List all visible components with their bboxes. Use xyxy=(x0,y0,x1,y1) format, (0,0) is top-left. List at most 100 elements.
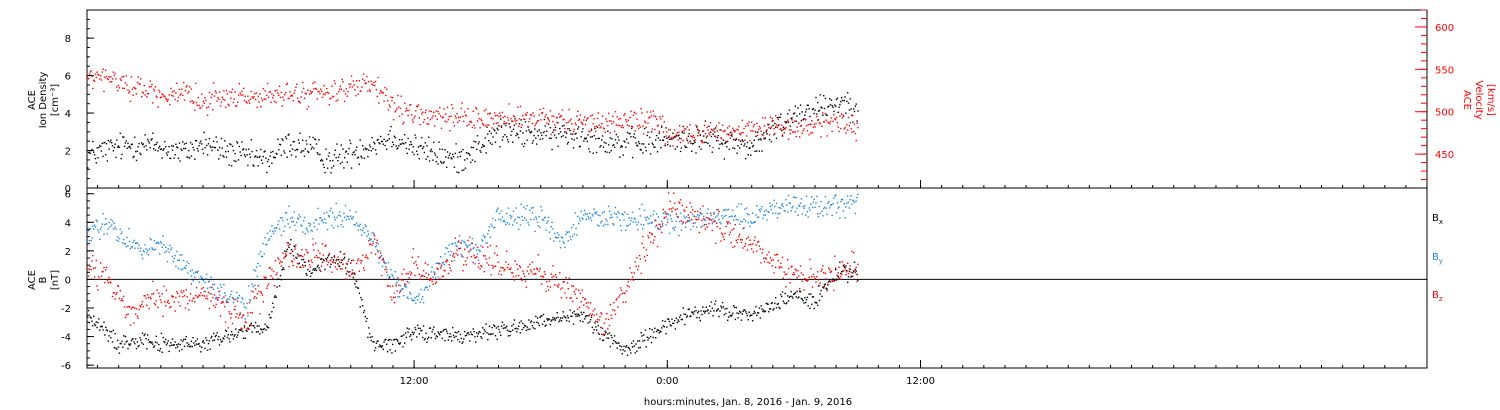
data-point xyxy=(100,275,103,277)
data-point xyxy=(319,153,321,156)
data-point xyxy=(759,138,761,140)
data-point xyxy=(645,126,647,129)
data-point xyxy=(670,218,672,220)
data-point xyxy=(425,272,427,274)
data-point xyxy=(678,320,680,323)
data-point xyxy=(260,251,262,253)
data-point xyxy=(799,290,801,292)
data-point xyxy=(312,244,314,246)
data-point xyxy=(317,264,319,266)
data-point xyxy=(435,262,438,265)
data-point xyxy=(830,117,833,119)
data-point xyxy=(620,289,623,291)
data-point xyxy=(530,130,533,133)
data-point xyxy=(528,121,530,123)
data-point xyxy=(689,202,691,204)
data-point xyxy=(544,216,546,218)
data-point xyxy=(769,262,771,264)
data-point xyxy=(583,119,585,121)
data-point xyxy=(116,86,118,88)
data-point xyxy=(257,331,259,333)
data-point xyxy=(233,160,235,162)
data-point xyxy=(437,268,439,271)
data-point xyxy=(384,144,386,147)
data-point xyxy=(856,280,858,283)
data-point xyxy=(212,305,215,307)
data-point xyxy=(257,285,259,287)
data-point xyxy=(827,202,829,204)
data-point xyxy=(594,322,596,324)
data-point xyxy=(424,262,426,264)
data-point xyxy=(181,254,183,256)
data-point xyxy=(419,124,421,126)
data-point xyxy=(760,208,762,210)
data-point xyxy=(503,324,505,326)
data-point xyxy=(446,259,449,261)
data-point xyxy=(142,92,145,94)
data-point xyxy=(202,286,205,289)
data-point xyxy=(804,205,806,207)
data-point xyxy=(265,244,267,246)
data-point xyxy=(823,121,825,123)
top-right-ylabel-line-1: ACE xyxy=(1461,90,1472,110)
data-point xyxy=(425,332,427,334)
data-point xyxy=(308,259,310,262)
data-point xyxy=(263,151,265,153)
data-point xyxy=(651,221,653,223)
data-point xyxy=(161,351,163,353)
data-point xyxy=(171,296,174,298)
data-point xyxy=(278,143,281,146)
data-point xyxy=(600,312,602,314)
data-point xyxy=(849,268,851,270)
data-point xyxy=(195,101,198,104)
data-point xyxy=(597,112,599,114)
data-point xyxy=(775,115,777,117)
data-point xyxy=(647,131,649,133)
data-point xyxy=(115,228,117,230)
data-point xyxy=(704,310,707,312)
data-point xyxy=(302,87,305,90)
data-point xyxy=(343,212,345,214)
data-point xyxy=(317,207,319,210)
data-point xyxy=(698,130,701,132)
data-point xyxy=(815,96,817,99)
data-point xyxy=(462,115,464,117)
data-point xyxy=(120,233,122,235)
data-point xyxy=(281,138,283,140)
data-point xyxy=(662,131,665,133)
data-point xyxy=(537,120,540,122)
data-point xyxy=(423,118,426,121)
data-point xyxy=(416,324,419,326)
data-point xyxy=(724,142,726,144)
data-point xyxy=(823,272,825,274)
data-point xyxy=(819,94,821,96)
data-point xyxy=(209,292,211,295)
data-point xyxy=(719,143,721,145)
data-point xyxy=(551,148,553,151)
data-point xyxy=(380,90,382,92)
data-point xyxy=(615,342,617,344)
ytick-label-left-bottom-1: -4 xyxy=(61,333,71,344)
data-point xyxy=(631,125,633,127)
data-point xyxy=(577,289,580,291)
data-point xyxy=(244,321,246,323)
data-point xyxy=(461,342,463,344)
data-point xyxy=(504,268,506,270)
data-point xyxy=(214,298,217,300)
data-point xyxy=(237,159,240,161)
series-bottom-0 xyxy=(87,239,859,356)
data-point xyxy=(348,258,350,260)
data-point xyxy=(107,139,109,142)
data-point xyxy=(411,331,414,333)
data-point xyxy=(806,130,809,132)
data-point xyxy=(545,229,547,231)
data-point xyxy=(668,232,671,235)
data-point xyxy=(131,143,133,145)
data-point xyxy=(496,127,498,130)
data-point xyxy=(741,313,743,315)
data-point xyxy=(655,213,658,215)
data-point xyxy=(313,222,315,224)
ytick-label-left-top-3: 6 xyxy=(65,72,71,83)
data-point xyxy=(542,107,545,110)
data-point xyxy=(249,156,252,158)
